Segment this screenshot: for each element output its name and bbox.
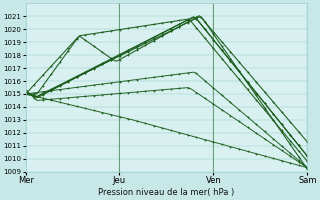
X-axis label: Pression niveau de la mer( hPa ): Pression niveau de la mer( hPa ) bbox=[98, 188, 235, 197]
